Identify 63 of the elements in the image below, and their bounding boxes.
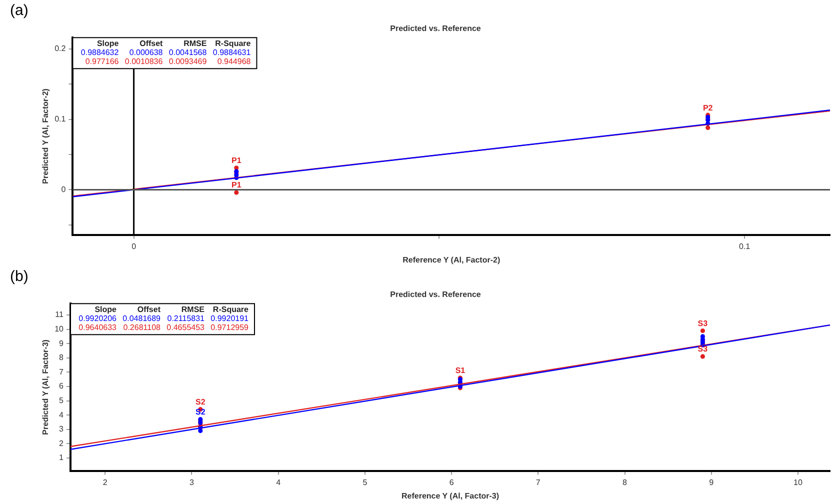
- annotation: 0.9884632: [80, 48, 120, 57]
- y-tick-label: 10: [54, 324, 64, 334]
- data-label: S2: [196, 408, 206, 417]
- y-tick-label: 0.2: [54, 44, 66, 54]
- y-tick-label: 4: [59, 410, 64, 420]
- data-label: P1: [231, 156, 242, 166]
- x-tick-label: 9: [709, 478, 714, 487]
- data-label: S3: [698, 344, 708, 354]
- x-tick-label: 7: [536, 478, 541, 487]
- annotation: 0.977166: [85, 56, 120, 66]
- annotation: Slope: [94, 304, 118, 314]
- annotation: 0.0481689: [122, 314, 162, 323]
- y-tick-label: 11: [55, 310, 64, 320]
- y-tick-label: 0: [61, 184, 66, 194]
- y-tick-label: 6: [59, 382, 64, 391]
- annotation: 0.0041568: [168, 48, 208, 57]
- annotation: 0.9920206: [78, 314, 118, 323]
- data-label: P2: [702, 103, 714, 112]
- x-tick-label: 5: [362, 478, 368, 487]
- chart-title: Predicted vs. Reference: [390, 24, 482, 34]
- annotation: 0.2681108: [123, 322, 162, 332]
- annotation: Offset: [140, 38, 164, 48]
- x-tick-label: 6: [449, 478, 454, 487]
- text: (b): [9, 267, 30, 287]
- x-axis-title: Reference Y (Al, Factor-3): [401, 491, 500, 500]
- y-tick-label: 8: [59, 353, 64, 362]
- annotation: R-Square: [215, 38, 252, 48]
- annotation: 0.9712959: [210, 322, 250, 332]
- y-tick-label: 3: [59, 424, 64, 434]
- annotation: Offset: [137, 304, 161, 314]
- annotation: R-Square: [212, 304, 250, 314]
- y-axis-title: Predicted Y (Al, Factor-2): [41, 88, 50, 184]
- annotation: 0.9884631: [212, 48, 252, 57]
- text: (a): [9, 1, 30, 21]
- annotation: 0.2115831: [167, 314, 206, 323]
- y-tick-label: 0.1: [54, 114, 66, 124]
- annotation: 0.9640633: [78, 322, 118, 332]
- annotation: 0.0093469: [168, 56, 208, 66]
- x-tick-label: 10: [794, 478, 803, 487]
- annotation: 0.9920191: [210, 314, 250, 323]
- y-tick-label: 1: [59, 453, 64, 462]
- annotation: Slope: [96, 38, 120, 48]
- chart-title: Predicted vs. Reference: [390, 290, 482, 300]
- annotation: 0.944968: [217, 56, 252, 66]
- x-axis-title: Reference Y (Al, Factor-2): [402, 255, 500, 264]
- data-label: S3: [698, 318, 708, 328]
- data-label: S2: [196, 398, 206, 407]
- x-tick-label: 4: [276, 478, 282, 487]
- annotation: 0.0010836: [124, 56, 164, 66]
- y-tick-label: 5: [59, 396, 64, 405]
- annotation: 0.000638: [129, 48, 164, 57]
- annotation: 0.4655453: [166, 322, 206, 332]
- data-label: S1: [455, 366, 466, 376]
- y-tick-label: 2: [59, 438, 64, 448]
- y-tick-label: 7: [59, 367, 64, 376]
- x-tick-label: 3: [190, 478, 195, 487]
- x-tick-label: 8: [622, 478, 628, 487]
- y-tick-label: 9: [59, 338, 64, 348]
- x-tick-label: 2: [102, 478, 108, 487]
- data-label: P1: [231, 180, 242, 190]
- y-axis-title: Predicted Y (Al, Factor-3): [41, 339, 50, 435]
- annotation: RMSE: [184, 38, 208, 48]
- annotation: RMSE: [181, 304, 206, 314]
